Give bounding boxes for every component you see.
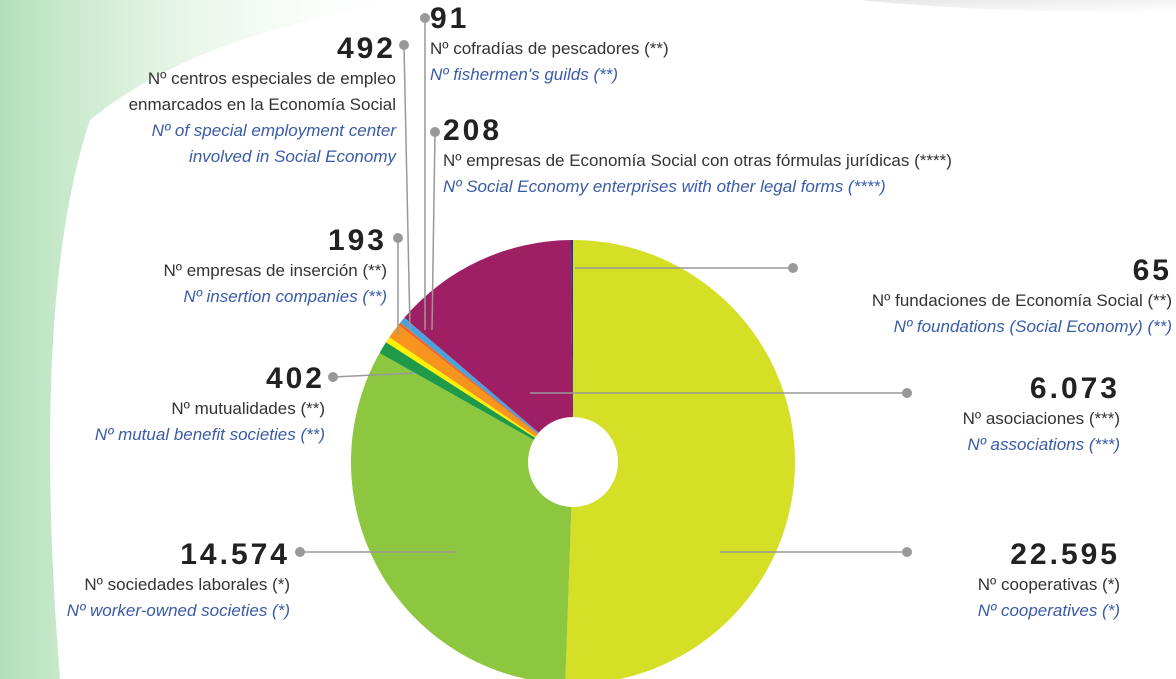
category-label: Nº mutualidades (**) <box>171 399 325 418</box>
pie-slice <box>386 337 573 462</box>
category-label: Nº fundaciones de Economía Social (**) <box>871 291 1172 310</box>
category-label-en: Nº of special employment center involved… <box>151 121 396 166</box>
category-label-en: Nº mutual benefit societies (**) <box>94 425 325 444</box>
category-label: Nº asociaciones (***) <box>962 409 1120 428</box>
slice-label: 492 Nº centros especiales de empleo enmar… <box>100 32 396 170</box>
value-label: 14.574 <box>180 538 290 571</box>
pie-slice <box>570 240 573 462</box>
category-label-en: Nº insertion companies (**) <box>183 287 387 306</box>
slice-label: 91 Nº cofradías de pescadores (**) Nº fish… <box>430 2 830 88</box>
leader-dot <box>788 263 798 273</box>
category-label: Nº sociedades laborales (*) <box>84 575 290 594</box>
slice-label: 14.574 Nº sociedades laborales (*) Nº work… <box>0 538 290 624</box>
leader-dot <box>420 13 430 23</box>
slice-label: 6.073 Nº asociaciones (***) Nº association… <box>915 372 1120 458</box>
pie-slice <box>565 240 795 679</box>
value-label: 91 <box>430 2 470 35</box>
category-label-en: Nº worker-owned societies (*) <box>66 601 290 620</box>
pie-slice <box>379 342 573 462</box>
leader-line <box>332 372 416 378</box>
value-label: 492 <box>336 32 396 65</box>
leader-dot <box>295 547 305 557</box>
category-label: Nº cooperativas (*) <box>977 575 1120 594</box>
category-label-en: Nº foundations (Social Economy) (**) <box>893 317 1172 336</box>
leader-dot <box>393 233 403 243</box>
category-label-en: Nº associations (***) <box>967 435 1120 454</box>
leader-dot <box>902 388 912 398</box>
pie-slice <box>400 317 573 462</box>
pie-slice <box>398 322 573 462</box>
category-label: Nº empresas de Economía Social con otras… <box>443 151 952 170</box>
pie-slice <box>351 353 573 679</box>
category-label-en: Nº Social Economy enterprises with other… <box>443 177 886 196</box>
category-label: Nº cofradías de pescadores (**) <box>430 39 669 58</box>
value-label: 193 <box>327 224 387 257</box>
value-label: 65 <box>1132 254 1172 287</box>
slice-label: 193 Nº empresas de inserción (**) Nº inser… <box>0 224 387 310</box>
value-label: 22.595 <box>1010 538 1120 571</box>
value-label: 6.073 <box>1029 372 1120 405</box>
leader-dot <box>902 547 912 557</box>
value-label: 402 <box>265 362 325 395</box>
category-label: Nº centros especiales de empleo enmarcad… <box>128 69 396 114</box>
donut-hole <box>528 417 618 507</box>
value-label: 208 <box>443 114 503 147</box>
slice-label: 65 Nº fundaciones de Economía Social (**)… <box>800 254 1172 340</box>
leader-dot <box>399 40 409 50</box>
pie-slice <box>404 240 573 462</box>
category-label-en: Nº cooperatives (*) <box>977 601 1120 620</box>
slice-label: 22.595 Nº cooperativas (*) Nº cooperatives… <box>915 538 1120 624</box>
leader-line <box>403 44 411 331</box>
category-label-en: Nº fishermen's guilds (**) <box>430 65 619 84</box>
pie-slice <box>389 324 573 462</box>
leader-dot <box>430 127 440 137</box>
slice-label: 402 Nº mutualidades (**) Nº mutual benefit… <box>0 362 325 448</box>
leader-line <box>431 131 436 331</box>
slice-label: 208 Nº empresas de Economía Social con ot… <box>443 114 1143 200</box>
leader-dot <box>328 372 338 382</box>
category-label: Nº empresas de inserción (**) <box>163 261 387 280</box>
